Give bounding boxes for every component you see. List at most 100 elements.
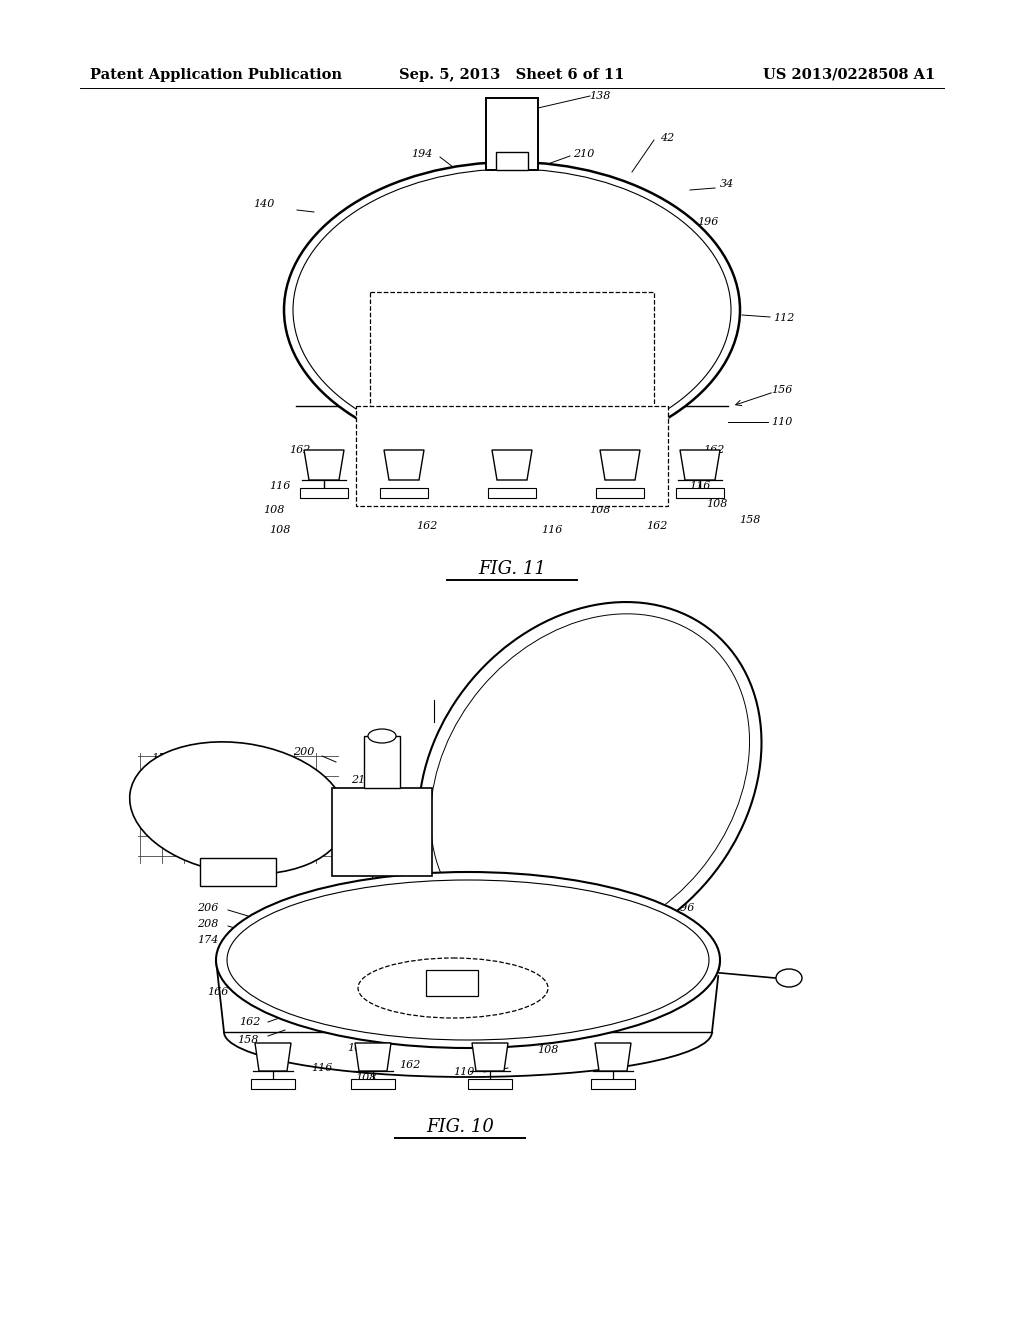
- Text: 210: 210: [573, 149, 595, 158]
- Ellipse shape: [368, 729, 396, 743]
- Polygon shape: [595, 1043, 631, 1071]
- Text: 108: 108: [269, 525, 291, 535]
- Text: 116: 116: [504, 475, 524, 484]
- Text: 112: 112: [773, 313, 795, 323]
- Bar: [488, 488, 536, 498]
- Text: 194: 194: [412, 149, 433, 158]
- Text: 158: 158: [238, 1035, 259, 1045]
- Text: 164: 164: [217, 953, 239, 964]
- Text: 212: 212: [147, 774, 169, 783]
- Text: 196: 196: [697, 216, 719, 227]
- Text: 116: 116: [311, 1063, 333, 1073]
- Text: 162: 162: [703, 445, 725, 455]
- Bar: [356, 407, 668, 506]
- Text: 156: 156: [771, 385, 793, 395]
- Ellipse shape: [419, 602, 762, 958]
- Text: 184: 184: [458, 915, 478, 925]
- Text: 72: 72: [665, 942, 679, 953]
- Bar: [251, 1078, 295, 1089]
- Text: 108: 108: [355, 1073, 377, 1082]
- Text: 162: 162: [439, 455, 461, 465]
- Bar: [676, 488, 724, 498]
- Text: 196: 196: [674, 903, 694, 913]
- Ellipse shape: [284, 162, 740, 458]
- Text: 34: 34: [681, 795, 695, 805]
- Text: 162: 162: [290, 445, 310, 455]
- Bar: [496, 152, 528, 170]
- Text: 138: 138: [685, 833, 707, 843]
- Text: 66: 66: [601, 973, 615, 983]
- Polygon shape: [492, 450, 532, 480]
- Text: 110: 110: [771, 417, 793, 426]
- Text: 162: 162: [573, 451, 595, 461]
- Text: 194: 194: [347, 795, 369, 805]
- Bar: [332, 788, 432, 876]
- Text: 162: 162: [646, 521, 668, 531]
- Bar: [200, 858, 276, 886]
- Text: US 2013/0228508 A1: US 2013/0228508 A1: [763, 69, 935, 82]
- Text: 184: 184: [404, 911, 426, 921]
- Polygon shape: [304, 450, 344, 480]
- Ellipse shape: [130, 742, 346, 874]
- Text: 140: 140: [628, 705, 648, 715]
- Text: 108: 108: [590, 506, 610, 515]
- Text: 162: 162: [399, 1060, 421, 1071]
- Bar: [591, 1078, 635, 1089]
- Text: 162: 162: [417, 521, 437, 531]
- Text: 174: 174: [198, 935, 219, 945]
- Text: 158: 158: [739, 515, 761, 525]
- Text: 92: 92: [358, 814, 373, 825]
- Text: 110: 110: [454, 1067, 475, 1077]
- Polygon shape: [600, 450, 640, 480]
- Bar: [486, 98, 538, 170]
- Bar: [380, 488, 428, 498]
- Text: 210: 210: [351, 775, 373, 785]
- Text: 116: 116: [269, 480, 291, 491]
- Text: 138: 138: [590, 91, 610, 102]
- Text: 108: 108: [263, 506, 285, 515]
- Text: 156: 156: [152, 752, 173, 763]
- Ellipse shape: [776, 969, 802, 987]
- Text: 116: 116: [542, 525, 562, 535]
- Text: FIG. 11: FIG. 11: [478, 560, 546, 578]
- Text: FIG. 10: FIG. 10: [426, 1118, 494, 1137]
- Bar: [300, 488, 348, 498]
- Text: 162: 162: [269, 1049, 291, 1060]
- Text: 202: 202: [471, 343, 494, 356]
- Text: 108: 108: [460, 499, 480, 510]
- Bar: [426, 970, 478, 997]
- Polygon shape: [255, 1043, 291, 1071]
- Text: 180: 180: [452, 894, 473, 903]
- Text: 181: 181: [418, 884, 438, 895]
- Text: 162: 162: [219, 969, 241, 979]
- Text: 42: 42: [659, 133, 674, 143]
- Bar: [370, 292, 654, 408]
- Text: 108: 108: [538, 1045, 559, 1055]
- Text: 140: 140: [253, 199, 274, 209]
- Ellipse shape: [216, 873, 720, 1048]
- Text: Patent Application Publication: Patent Application Publication: [90, 69, 342, 82]
- Text: 116: 116: [689, 480, 711, 491]
- Text: 192: 192: [662, 752, 683, 763]
- Text: 250: 250: [219, 755, 241, 766]
- Text: 108: 108: [707, 499, 728, 510]
- Text: 202: 202: [538, 686, 559, 697]
- Text: 108: 108: [347, 1043, 369, 1053]
- Polygon shape: [472, 1043, 508, 1071]
- Bar: [351, 1078, 395, 1089]
- Bar: [468, 1078, 512, 1089]
- Polygon shape: [680, 450, 720, 480]
- Text: 200: 200: [293, 747, 314, 756]
- Text: Sep. 5, 2013   Sheet 6 of 11: Sep. 5, 2013 Sheet 6 of 11: [399, 69, 625, 82]
- Bar: [596, 488, 644, 498]
- Text: 66: 66: [365, 836, 379, 845]
- Text: 34: 34: [720, 180, 734, 189]
- Polygon shape: [384, 450, 424, 480]
- Text: 162: 162: [240, 1016, 261, 1027]
- Bar: [364, 737, 400, 788]
- Text: 206: 206: [198, 903, 219, 913]
- Text: 166: 166: [207, 987, 228, 997]
- Polygon shape: [355, 1043, 391, 1071]
- Text: 208: 208: [198, 919, 219, 929]
- Text: 112: 112: [679, 867, 700, 876]
